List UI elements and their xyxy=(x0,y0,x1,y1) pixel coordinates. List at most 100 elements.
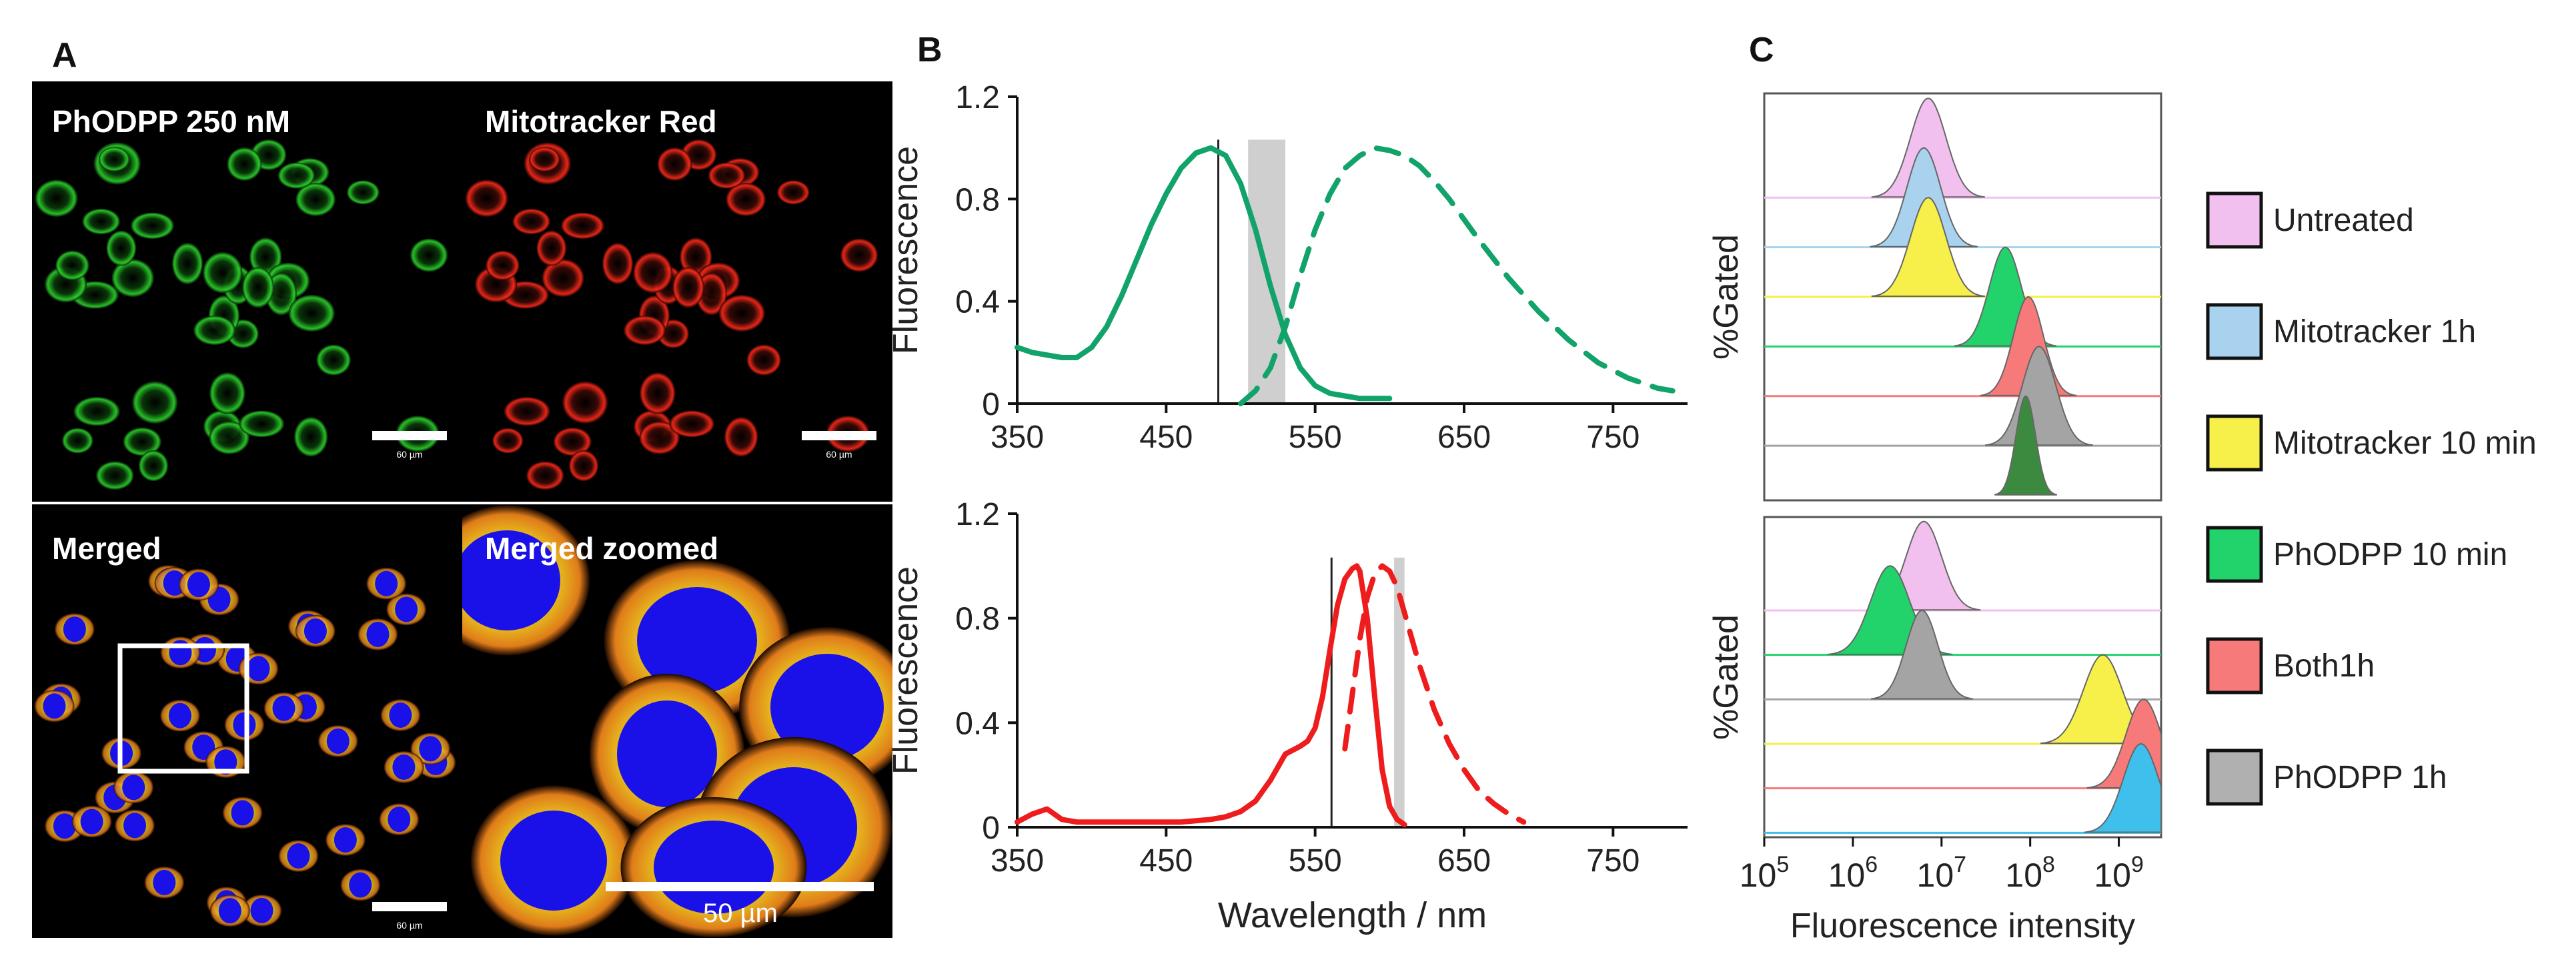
absorption-series-line xyxy=(1015,563,1407,828)
chart-b-bottom: 0 0.4 0.8 1.2 350 450 550 650 750 Fluorescence Wav… xyxy=(886,497,1688,935)
nucleus xyxy=(63,616,86,642)
zoom-region-box xyxy=(117,643,249,774)
zoomed-nucleus xyxy=(462,530,560,630)
cell-red xyxy=(526,461,564,490)
scale-text-merged: 60 µm xyxy=(396,920,422,931)
legend: Untreated Mitotracker 1h Mitotracker 10 mi… xyxy=(2206,191,2537,806)
legend-swatch xyxy=(2206,414,2263,472)
cell-green xyxy=(35,179,78,217)
cell-green xyxy=(111,259,154,298)
zoomed-nucleus xyxy=(500,811,607,911)
nucleus xyxy=(334,827,357,853)
legend-label: Untreated xyxy=(2273,203,2414,238)
cell-red xyxy=(553,427,592,456)
chart-c-bottom: %Gated 105 106 107 108 109 Fluorescence intens… xyxy=(1707,516,2162,945)
nucleus xyxy=(153,869,176,895)
panel-label-a: A xyxy=(52,36,77,75)
cell-red xyxy=(633,252,673,294)
y-tick-label: 0.4 xyxy=(955,706,1000,741)
y-axis-title: %Gated xyxy=(1707,234,1746,360)
cell-green xyxy=(82,208,120,235)
histogram-phodpp-1h xyxy=(1985,346,2093,446)
cell-red xyxy=(777,180,810,205)
cell-green xyxy=(249,237,282,277)
y-axis-title: Fluorescence xyxy=(886,146,925,354)
scale-bar-mitotracker xyxy=(802,431,876,440)
cell-green xyxy=(193,316,235,346)
cell-red xyxy=(562,381,608,424)
y-tick-label: 0 xyxy=(982,811,1000,846)
cell-green xyxy=(99,147,130,171)
cell-red xyxy=(536,230,567,266)
legend-swatch xyxy=(2206,191,2263,249)
cell-green xyxy=(138,450,169,482)
cell-green xyxy=(347,180,380,205)
x-tick-label: 750 xyxy=(1586,420,1640,455)
histogram-mitotracker-1h xyxy=(1870,147,1978,248)
micrograph-phodpp: PhODPP 250 nM 60 µm xyxy=(32,81,462,502)
cell-red xyxy=(529,147,560,171)
cell-green xyxy=(55,250,89,280)
y-axis-title: Fluorescence xyxy=(886,566,925,775)
x-tick-label: 550 xyxy=(1289,843,1342,879)
nucleus xyxy=(389,702,412,728)
nucleus xyxy=(366,621,390,647)
x-tick-label: 350 xyxy=(991,420,1044,455)
cell-red xyxy=(624,316,666,346)
scale-bar-merged xyxy=(372,902,447,911)
nucleus xyxy=(250,897,273,923)
y-axis-title: %Gated xyxy=(1707,614,1746,740)
cell-red xyxy=(669,410,715,438)
nucleus xyxy=(168,702,191,728)
chart-c-top: %Gated xyxy=(1707,92,2162,502)
y-tick-label: 1.2 xyxy=(955,497,1000,532)
cell-green xyxy=(123,427,161,456)
tile-label-merged-zoomed: Merged zoomed xyxy=(485,531,718,566)
cell-green xyxy=(295,183,336,216)
y-tick-label: 1.2 xyxy=(955,80,1000,115)
histogram-phodpp-1h xyxy=(1870,609,1974,700)
cell-red xyxy=(568,450,599,482)
x-tick-label: 750 xyxy=(1586,843,1640,879)
micrograph-merged-zoomed: Merged zoomed 50 µm xyxy=(462,504,892,938)
cell-green xyxy=(131,212,174,239)
cell-green xyxy=(209,372,245,414)
x-tick-label: 650 xyxy=(1437,420,1491,455)
nucleus xyxy=(214,749,237,775)
cell-red xyxy=(492,428,524,454)
cell-red xyxy=(680,237,712,277)
nucleus xyxy=(43,693,66,719)
x-tick-label: 450 xyxy=(1139,843,1193,879)
nucleus xyxy=(303,618,327,644)
chart-b-top: 0 0.4 0.8 1.2 350 450 550 650 750 Fluorescence xyxy=(886,80,1688,455)
cell-red xyxy=(726,183,766,216)
cell-red xyxy=(639,421,680,454)
tile-label-mitotracker: Mitotracker Red xyxy=(485,104,717,139)
histogram-phodpp-1h-overlap xyxy=(1994,395,2058,496)
x-tick-label: 109 xyxy=(2094,852,2144,894)
legend-label: Mitotracker 1h xyxy=(2273,314,2476,350)
cell-red xyxy=(718,294,765,332)
x-axis-title: Fluorescence intensity xyxy=(1790,907,2135,945)
cell-green xyxy=(288,294,335,332)
cell-red xyxy=(504,396,550,426)
nucleus xyxy=(395,596,418,622)
cell-red xyxy=(640,372,676,414)
nucleus xyxy=(231,800,254,826)
panel-label-b: B xyxy=(917,31,942,69)
x-tick-label: 450 xyxy=(1139,420,1193,455)
zoomed-nucleus xyxy=(770,654,884,761)
cell-green xyxy=(316,344,351,376)
nucleus xyxy=(388,807,411,833)
cell-red xyxy=(746,344,781,376)
zoomed-nucleus xyxy=(637,587,757,694)
cell-green xyxy=(410,238,448,272)
nucleus xyxy=(187,572,210,598)
cell-green xyxy=(171,243,203,284)
cell-red xyxy=(561,212,604,239)
scale-text-zoomed: 50 µm xyxy=(703,899,778,928)
y-tick-label: 0.4 xyxy=(955,285,1000,320)
legend-label: PhODPP 10 min xyxy=(2273,537,2507,572)
nucleus xyxy=(53,813,76,839)
nucleus xyxy=(392,754,416,780)
